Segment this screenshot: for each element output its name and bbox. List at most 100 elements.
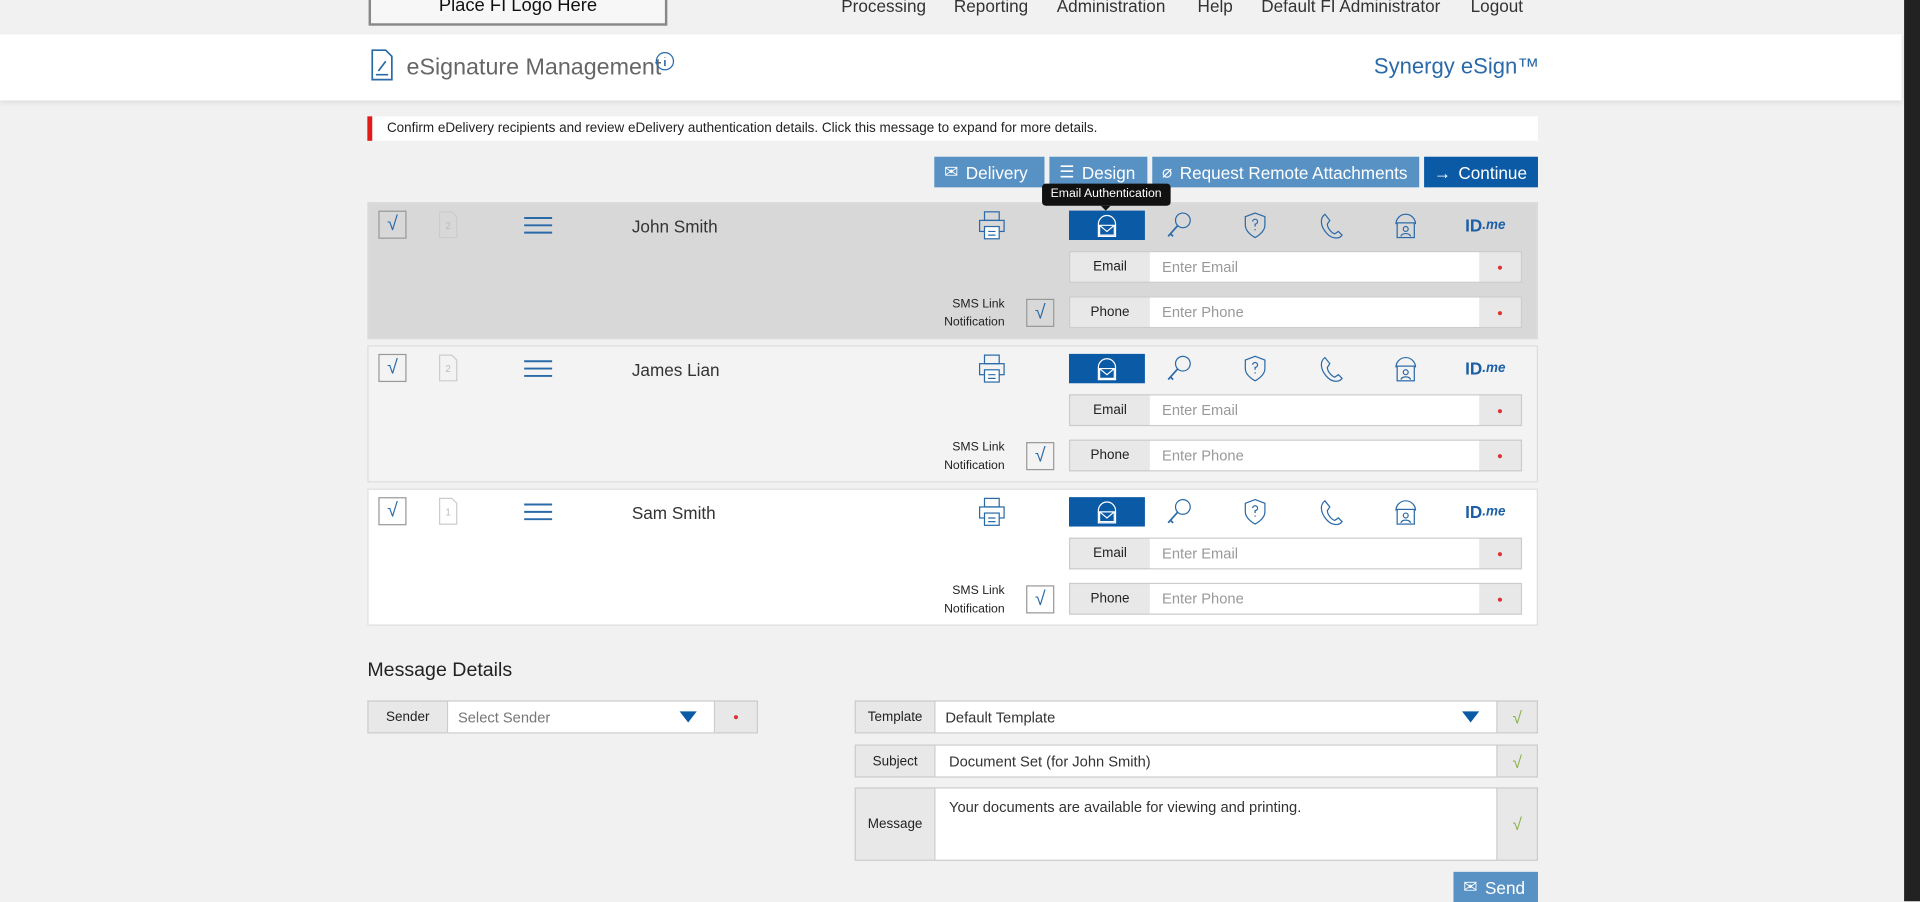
sms-link-notification-label: SMS Link Notification [944,440,1005,473]
sms-notification-checkbox[interactable]: √ [1026,442,1055,471]
subject-field[interactable]: Subject Document Set (for John Smith) √ [854,744,1538,778]
template-field[interactable]: Template Default Template √ [854,700,1538,734]
recipient-name: John Smith [631,216,718,237]
idme-logo[interactable]: ID .me [1465,215,1506,236]
subject-input[interactable]: Document Set (for John Smith) [935,745,1497,777]
nav-user[interactable]: Default FI Administrator [1261,0,1441,16]
fi-logo: Place FI Logo Here [368,0,668,26]
email-field[interactable]: Email Enter Email ● [1068,537,1523,570]
scrollbar[interactable] [1904,0,1920,902]
continue-button[interactable]: → Continue [1424,156,1538,188]
required-icon: ● [1497,404,1503,416]
sms-notification-checkbox[interactable]: √ [1026,298,1055,327]
phone-field[interactable]: Phone Enter Phone ● [1068,439,1523,472]
printer-icon[interactable] [977,354,1006,383]
design-button[interactable]: ☰ Design [1049,156,1148,188]
email-input[interactable]: Enter Email [1149,538,1480,569]
phone-field[interactable]: Phone Enter Phone ● [1068,582,1523,615]
printer-icon[interactable] [977,211,1006,240]
email-input[interactable]: Enter Email [1149,252,1480,282]
key-icon[interactable] [1161,497,1198,526]
phone-label: Phone [1090,591,1130,607]
person-id-icon[interactable] [1387,211,1424,240]
nav-reporting[interactable]: Reporting [953,0,1029,16]
email-auth-icon[interactable] [1068,353,1145,384]
key-icon[interactable] [1161,211,1198,240]
template-select[interactable]: Default Template [945,708,1056,726]
template-label: Template [856,701,936,733]
message-textarea[interactable]: Your documents are available for viewing… [935,788,1497,860]
message-label: Message [856,788,936,860]
delivery-icon: ✉ [944,161,959,182]
phone-icon[interactable] [1313,211,1350,240]
svg-text:2: 2 [445,221,450,232]
design-label: Design [1081,162,1136,182]
sender-field[interactable]: Sender Select Sender ● [367,700,758,734]
email-auth-icon[interactable] [1068,210,1145,241]
brand-name: Synergy eSign™ [1373,53,1540,79]
send-button[interactable]: ✉ Send [1453,871,1538,902]
email-placeholder: Enter Email [1162,401,1239,419]
phone-placeholder: Enter Phone [1162,446,1244,465]
person-id-icon[interactable] [1387,497,1424,526]
nav-administration[interactable]: Administration [1056,0,1166,16]
chevron-down-icon[interactable] [679,711,697,723]
nav-help[interactable]: Help [1197,0,1233,16]
email-placeholder: Enter Email [1162,258,1239,276]
nav-logout[interactable]: Logout [1470,0,1524,16]
delivery-button[interactable]: ✉ Delivery [934,156,1045,188]
email-auth-icon[interactable] [1068,497,1145,527]
chevron-down-icon[interactable] [1462,711,1480,723]
recipient-checkbox[interactable]: √ [378,497,407,526]
check-icon: √ [1496,745,1536,777]
phone-input[interactable]: Enter Phone [1149,440,1480,471]
recipient-row[interactable]: √ 2 James Lian ID .me Email Enter Email ●… [367,345,1538,483]
delivery-label: Delivery [965,162,1028,182]
shield-question-icon[interactable] [1237,354,1274,383]
drag-handle-icon[interactable] [524,359,553,379]
drag-handle-icon[interactable] [524,216,553,236]
info-icon[interactable] [655,51,675,71]
phone-label: Phone [1090,304,1130,320]
phone-input[interactable]: Enter Phone [1149,297,1480,327]
phone-icon[interactable] [1313,497,1350,526]
svg-text:1: 1 [445,508,450,519]
continue-label: Continue [1458,162,1528,182]
email-input[interactable]: Enter Email [1149,395,1480,425]
recipient-checkbox[interactable]: √ [378,353,407,383]
paperclip-icon: ⌀ [1162,161,1173,182]
person-id-icon[interactable] [1387,354,1424,383]
check-icon: √ [1496,701,1536,733]
message-field[interactable]: Message Your documents are available for… [854,787,1538,861]
idme-logo[interactable]: ID .me [1465,358,1506,379]
request-remote-attachments-button[interactable]: ⌀ Request Remote Attachments [1152,156,1420,188]
recipient-checkbox[interactable]: √ [378,210,407,239]
shield-question-icon[interactable] [1237,211,1274,240]
email-field[interactable]: Email Enter Email ● [1068,394,1523,427]
alert-banner[interactable]: Confirm eDelivery recipients and review … [367,116,1538,141]
recipient-row[interactable]: √ 1 Sam Smith ID .me Email Enter Email ● … [367,488,1538,626]
nav-processing[interactable]: Processing [841,0,927,16]
sender-select[interactable]: Select Sender [457,708,551,726]
phone-icon[interactable] [1313,354,1350,383]
drag-handle-icon[interactable] [524,502,553,522]
sms-notification-checkbox[interactable]: √ [1026,585,1055,614]
shield-question-icon[interactable] [1237,497,1274,526]
email-label: Email [1093,546,1127,561]
email-label: Email [1093,259,1127,275]
page-title: eSignature Management [406,55,662,81]
sms-link-notification-label: SMS Link Notification [944,297,1005,330]
required-icon: ● [1497,306,1503,318]
idme-logo[interactable]: ID .me [1465,502,1506,522]
sender-label: Sender [369,701,449,733]
phone-field[interactable]: Phone Enter Phone ● [1068,296,1523,329]
phone-input[interactable]: Enter Phone [1149,584,1480,614]
message-details-heading: Message Details [367,660,513,681]
email-field[interactable]: Email Enter Email ● [1068,251,1523,283]
printer-icon[interactable] [977,497,1006,526]
key-icon[interactable] [1161,354,1198,383]
document-count-icon: 2 [438,211,458,239]
recipient-row[interactable]: √ 2 John Smith ID .me Email Enter Email ●… [367,202,1538,340]
required-icon: ● [1497,593,1503,605]
phone-placeholder: Enter Phone [1162,590,1244,608]
